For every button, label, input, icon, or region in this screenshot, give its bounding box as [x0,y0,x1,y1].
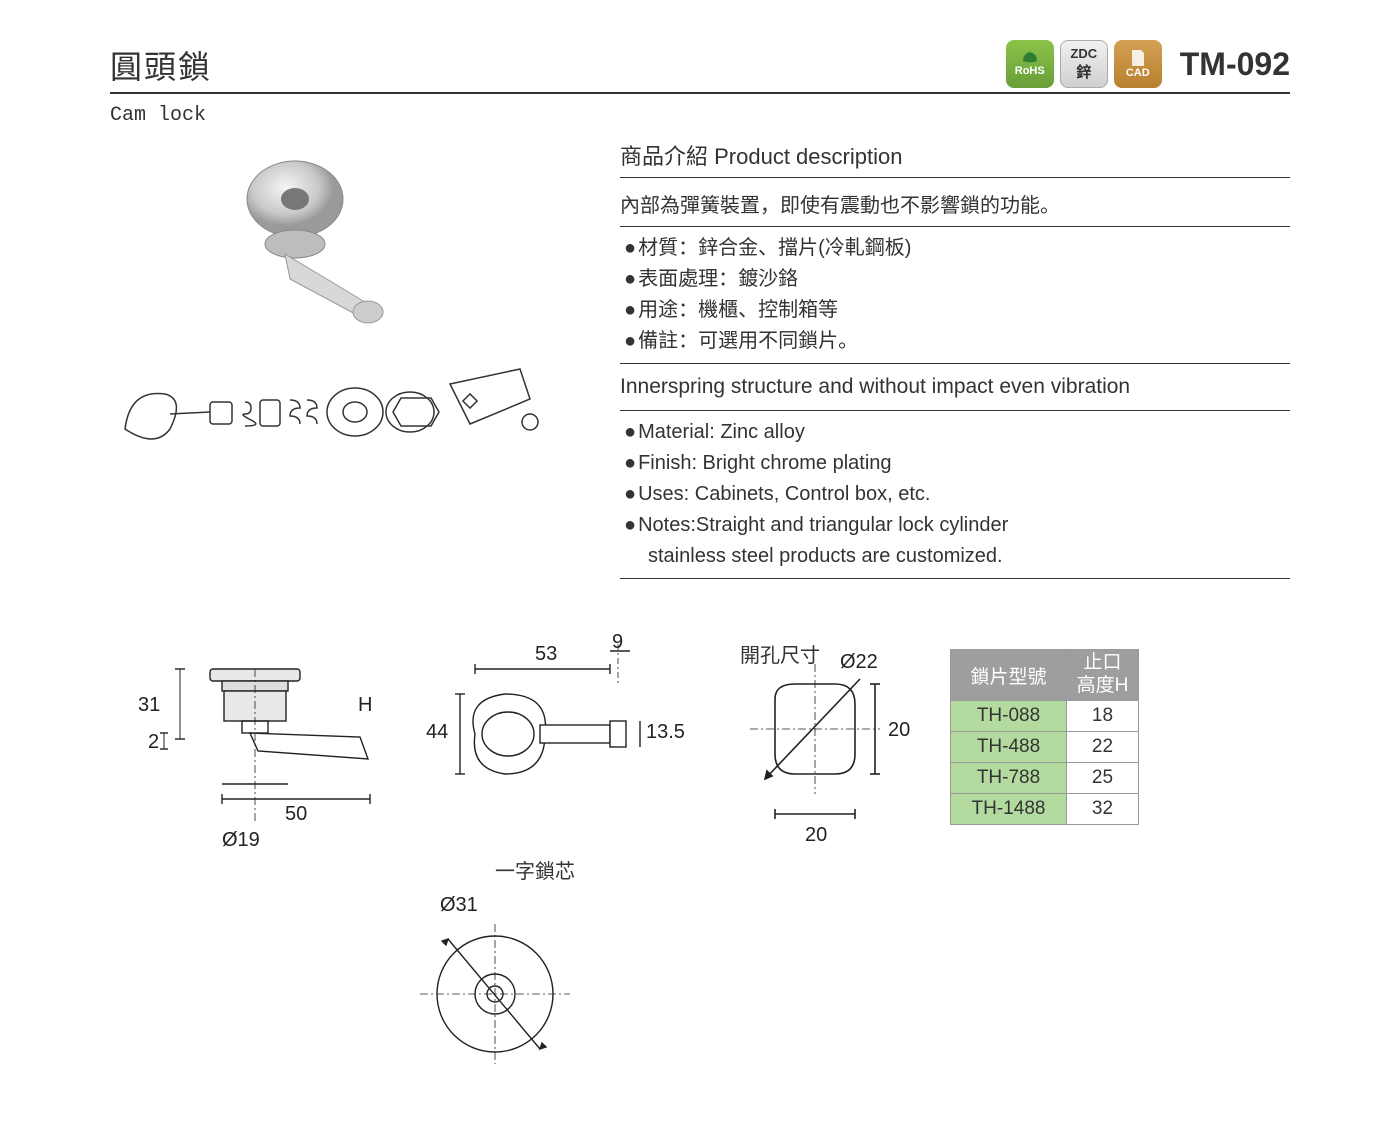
dim-53: 53 [535,643,557,666]
hole-label: 開孔尺寸 [740,639,820,668]
dim-2: 2 [148,731,159,754]
bullets-chinese: 材質：鋅合金、擋片(冷軋鋼板) 表面處理：鍍沙鉻 用途：機櫃、控制箱等 備註：可… [620,227,1290,364]
bullets-english: Material: Zinc alloy Finish: Bright chro… [620,411,1290,579]
th-model: 鎖片型號 [951,650,1067,701]
description-column: 商品介紹 Product description 內部為彈簧裝置，即使有震動也不… [620,139,1290,579]
bullet-cn: 材質：鋅合金、擋片(冷軋鋼板) [620,233,1290,264]
dim-H: H [358,694,372,717]
key-and-front-drawings: 9 53 44 13.5 一字鎖芯 Ø31 [420,639,680,1084]
dim-d31: Ø31 [440,894,478,917]
bullet-cn: 備註：可選用不同鎖片。 [620,326,1290,357]
bullet-en: Uses: Cabinets, Control box, etc. [620,479,1290,510]
cad-badge-icon: CAD [1114,40,1162,88]
image-column [110,139,580,579]
bullet-en-notes-cont: stainless steel products are customized. [620,541,1290,572]
header-badges: RoHS ZDC 鋅 CAD TM-092 [1006,40,1290,88]
bullet-en: Finish: Bright chrome plating [620,448,1290,479]
product-code: TM-092 [1180,46,1290,83]
spec-table: 鎖片型號 止口 高度H TH-08818 TH-48822 TH-78825 T… [950,649,1139,825]
table-row: TH-148832 [951,794,1139,825]
front-view-drawing: Ø31 [390,884,590,1084]
technical-drawings: 31 2 H 50 Ø19 [110,639,1290,1084]
product-photo [210,139,430,339]
dim-h20: 20 [888,719,910,742]
hole-drawing: 開孔尺寸 Ø22 20 20 [720,639,920,869]
key-drawing: 9 53 44 13.5 [420,639,680,849]
intro-chinese: 內部為彈簧裝置，即使有震動也不影響鎖的功能。 [620,186,1290,227]
subtitle-english: Cam lock [110,104,1290,127]
side-view-drawing: 31 2 H 50 Ø19 [110,639,390,869]
dim-31: 31 [138,694,160,717]
table-row: TH-78825 [951,763,1139,794]
title-chinese: 圓頭鎖 [110,42,212,88]
bullet-cn: 用途：機櫃、控制箱等 [620,295,1290,326]
dim-50: 50 [285,803,307,826]
dim-w20: 20 [805,824,827,847]
page-header: 圓頭鎖 RoHS ZDC 鋅 CAD TM-092 [110,40,1290,94]
description-header: 商品介紹 Product description [620,139,1290,178]
spec-table-block: 鎖片型號 止口 高度H TH-08818 TH-48822 TH-78825 T… [950,639,1139,825]
dim-d19: Ø19 [222,829,260,852]
key-caption: 一字鎖芯 [390,855,680,884]
table-row: TH-48822 [951,732,1139,763]
exploded-view-drawing [110,349,550,469]
rohs-badge-icon: RoHS [1006,40,1054,88]
zdc-badge-icon: ZDC 鋅 [1060,40,1108,88]
bullet-en: Material: Zinc alloy [620,417,1290,448]
content-row: 商品介紹 Product description 內部為彈簧裝置，即使有震動也不… [110,139,1290,579]
dim-d22: Ø22 [840,651,878,674]
intro-english: Innerspring structure and without impact… [620,364,1290,411]
bullet-cn: 表面處理：鍍沙鉻 [620,264,1290,295]
th-height: 止口 高度H [1067,650,1139,701]
bullet-en-notes: Notes:Straight and triangular lock cylin… [620,510,1290,541]
dim-135: 13.5 [646,721,685,744]
dim-44: 44 [426,721,448,744]
dim-9: 9 [612,631,623,654]
table-row: TH-08818 [951,701,1139,732]
